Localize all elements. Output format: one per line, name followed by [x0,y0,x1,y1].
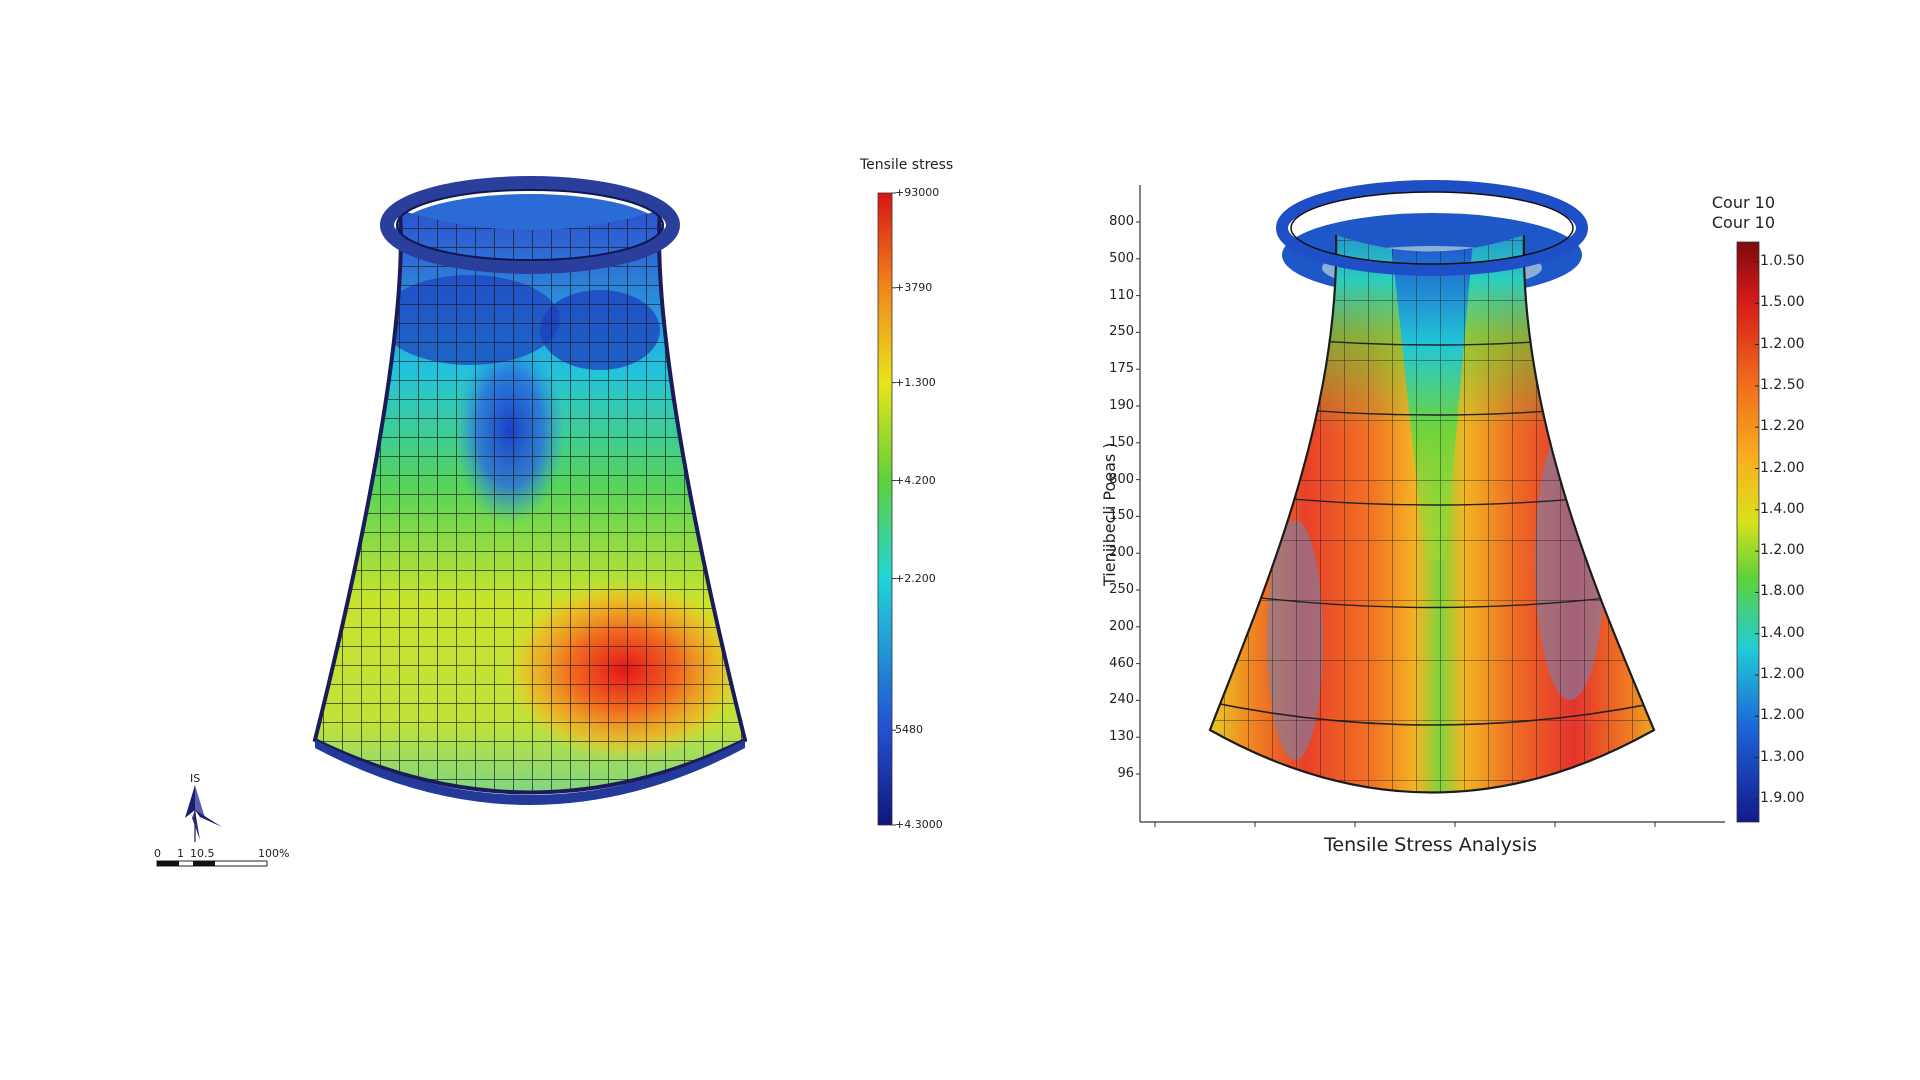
left-tower-figure [156,176,896,867]
right-colorbar-tick-label: 1.5.00 [1760,294,1805,311]
right-y-tick-label: 200 [1109,618,1134,634]
right-colorbar-tick-label: 1.2.00 [1760,459,1805,476]
right-y-tick-label: 130 [1109,729,1134,745]
left-tower-base-ring [315,740,745,805]
right-colorbar-tick-label: 1.2.20 [1760,418,1805,435]
right-y-tick-label: 240 [1109,692,1134,708]
right-colorbar [1736,241,1760,823]
right-y-tick-label: 96 [1117,766,1134,781]
right-axes [1136,185,1725,827]
scale-label-1: 1 [177,847,184,860]
right-colorbar-title-line-1: Cour 10 [1711,193,1775,212]
right-y-tick-label: 250 [1109,324,1134,340]
right-colorbar-tick-label: 1.2.00 [1760,707,1805,724]
right-y-tick-label: 110 [1109,287,1134,303]
right-y-tick-label: 460 [1109,655,1134,671]
right-tower-top-rim [1276,180,1588,276]
right-y-tick-label: 150 [1109,434,1134,450]
north-arrow-icon [185,785,222,842]
right-y-tick-label: 190 [1109,398,1134,413]
scale-bar [156,860,268,867]
right-y-axis-label: Tieniibecli Poeas ) [1100,442,1119,586]
right-y-tick-label: 150 [1109,508,1134,524]
right-x-axis-label: Tensile Stress Analysis [1324,834,1538,856]
right-tower-figure [1136,180,1760,827]
left-colorbar-tick-label: +4.200 [895,473,936,487]
right-stress-panel: Cour 10 Cour 10 1.0.50 1.5.00 1.2.00 1.2.50… [960,0,1920,1080]
left-colorbar-tick-label: +3790 [895,280,933,294]
right-y-tick-label: 500 [1109,250,1134,266]
right-colorbar-tick-label: 1.8.00 [1760,583,1805,600]
compass-north-label: IS [190,772,201,785]
left-colorbar-tick-label: +93000 [895,186,940,199]
right-colorbar-tick-label: 1.2.50 [1760,376,1805,393]
right-y-tick-label: 800 [1109,214,1134,229]
right-y-tick-label: 175 [1109,361,1134,377]
scale-label-3: 100% [258,847,290,860]
right-colorbar-tick-label: 1.0.50 [1760,253,1805,269]
right-y-tick-label: 250 [1109,582,1134,597]
right-colorbar-tick-label: 1.2.00 [1760,335,1805,352]
left-colorbar-tick-label: +4.3000 [895,818,943,831]
left-stress-panel: Tensile stress +93000 +3790 +1.300 +4.200 +2… [154,157,954,867]
left-colorbar-title: Tensile stress [860,157,954,173]
right-colorbar-tick-label: 1.4.00 [1760,624,1805,641]
right-y-tick-label: 800 [1109,471,1134,487]
right-colorbar-tick-label: 1.2.00 [1760,542,1805,559]
right-colorbar-title-line-2: Cour 10 [1711,213,1775,232]
right-colorbar-tick-label: 1.3.00 [1760,748,1805,765]
left-colorbar-tick-label: +1.300 [895,375,936,389]
right-colorbar-title: Cour 10 Cour 10 [1700,193,1775,233]
right-colorbar-tick-label: 1.4.00 [1760,500,1805,517]
right-colorbar-tick-label: 1.2.00 [1760,666,1805,682]
right-colorbar-tick-label: 1.9.00 [1760,789,1805,806]
scale-label-0: 0 [154,847,161,860]
left-colorbar [877,192,893,826]
right-y-tick-label: 200 [1109,545,1134,561]
left-colorbar-tick-label: 5480 [895,723,923,737]
left-colorbar-tick-label: +2.200 [895,571,936,585]
scale-label-2: 10.5 [190,847,215,860]
left-tower-top-rim [380,176,680,274]
